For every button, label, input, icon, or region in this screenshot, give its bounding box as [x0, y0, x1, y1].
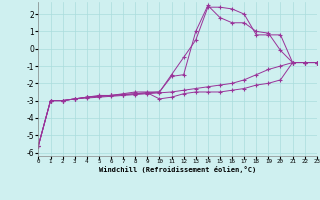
X-axis label: Windchill (Refroidissement éolien,°C): Windchill (Refroidissement éolien,°C)	[99, 166, 256, 173]
